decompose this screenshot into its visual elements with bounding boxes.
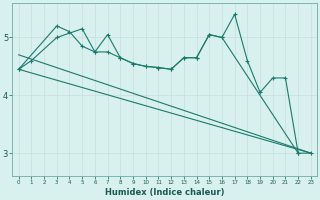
X-axis label: Humidex (Indice chaleur): Humidex (Indice chaleur)	[105, 188, 225, 197]
